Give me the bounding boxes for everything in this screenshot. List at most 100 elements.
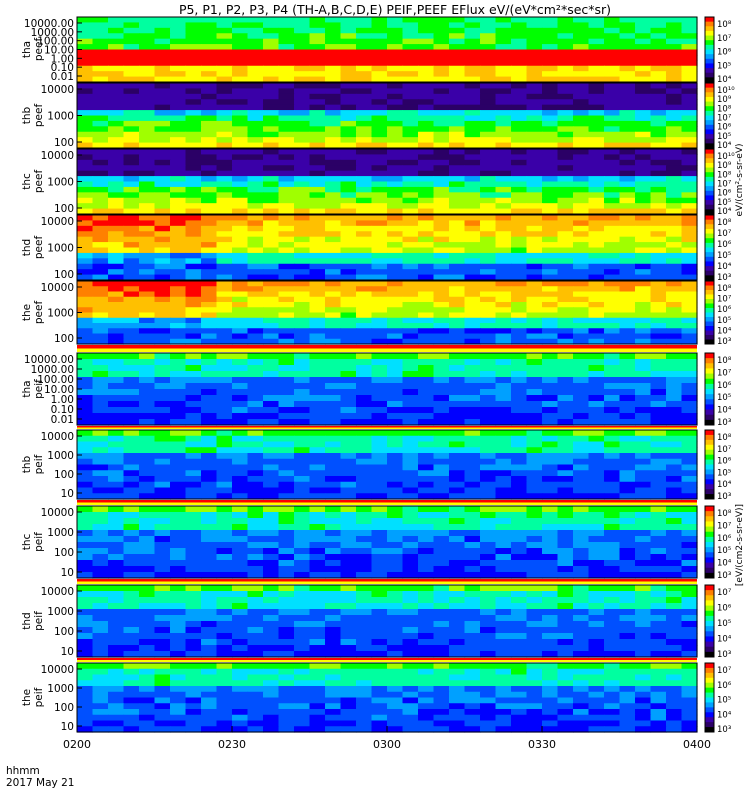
- heatmap-cell: [123, 192, 140, 199]
- heatmap-cell: [247, 323, 264, 329]
- heatmap-cell: [619, 225, 636, 232]
- heatmap-cell: [604, 603, 621, 610]
- heatmap-cell: [139, 615, 156, 622]
- heatmap-cell: [604, 530, 621, 537]
- heatmap-cell: [216, 691, 233, 699]
- heatmap-cell: [495, 603, 512, 610]
- heatmap-cell: [573, 38, 590, 45]
- heatmap-cell: [263, 291, 280, 298]
- heatmap-cell: [139, 176, 156, 183]
- heatmap-cell: [201, 170, 218, 177]
- heatmap-cell: [604, 365, 621, 372]
- heatmap-cell: [154, 258, 171, 265]
- heatmap-cell: [232, 115, 249, 122]
- heatmap-cell: [402, 365, 419, 372]
- heatmap-cell: [278, 263, 295, 270]
- heatmap-cell: [77, 512, 94, 519]
- heatmap-cell: [464, 281, 481, 287]
- heatmap-cell: [77, 154, 94, 161]
- heatmap-cell: [433, 104, 450, 111]
- heatmap-cell: [542, 263, 559, 270]
- heatmap-cell: [433, 93, 450, 100]
- heatmap-cell: [480, 441, 497, 448]
- heatmap-cell: [619, 33, 636, 40]
- heatmap-cell: [371, 645, 388, 652]
- heatmap-cell: [263, 176, 280, 183]
- heatmap-cell: [154, 530, 171, 537]
- heatmap-cell: [232, 142, 249, 149]
- heatmap-cell: [216, 242, 233, 249]
- heatmap-cell: [557, 413, 574, 420]
- heatmap-cell: [123, 407, 140, 414]
- heatmap-cell: [309, 530, 326, 537]
- heatmap-cell: [480, 115, 497, 122]
- heatmap-cell: [511, 44, 528, 51]
- heatmap-cell: [635, 487, 652, 494]
- heatmap-cell: [635, 159, 652, 166]
- heatmap-cell: [371, 697, 388, 704]
- heatmap-cell: [650, 615, 667, 622]
- heatmap-cell: [480, 49, 497, 56]
- heatmap-cell: [154, 560, 171, 567]
- heatmap-cell: [340, 44, 357, 51]
- heatmap-cell: [402, 137, 419, 144]
- heatmap-cell: [604, 668, 621, 676]
- colorbar-segment: [705, 636, 714, 643]
- heatmap-cell: [371, 554, 388, 561]
- heatmap-cell: [387, 296, 404, 303]
- heatmap-cell: [418, 296, 435, 303]
- heatmap-cell: [232, 49, 249, 56]
- heatmap-cell: [77, 242, 94, 249]
- heatmap-cell: [325, 615, 342, 622]
- heatmap-cell: [418, 281, 435, 287]
- heatmap-cell: [666, 333, 683, 340]
- heatmap-cell: [449, 333, 466, 340]
- heatmap-cell: [309, 208, 326, 215]
- heatmap-cell: [309, 464, 326, 471]
- heatmap-cell: [573, 691, 590, 699]
- heatmap-cell: [108, 149, 125, 156]
- heatmap-cell: [650, 220, 667, 227]
- heatmap-cell: [232, 353, 249, 360]
- heatmap-cell: [92, 419, 109, 426]
- heatmap-cell: [154, 663, 171, 670]
- heatmap-cell: [170, 401, 187, 408]
- heatmap-cell: [619, 247, 636, 254]
- heatmap-cell: [325, 703, 342, 710]
- heatmap-cell: [139, 639, 156, 646]
- heatmap-cell: [216, 176, 233, 183]
- heatmap-cell: [480, 181, 497, 188]
- heatmap-cell: [92, 441, 109, 448]
- heatmap-cell: [263, 542, 280, 549]
- heatmap-cell: [92, 470, 109, 477]
- heatmap-cell: [278, 585, 295, 592]
- heatmap-cell: [681, 566, 698, 573]
- heatmap-cell: [650, 487, 667, 494]
- heatmap-cell: [418, 458, 435, 466]
- heatmap-cell: [185, 621, 202, 628]
- heatmap-cell: [216, 441, 233, 448]
- heatmap-cell: [418, 621, 435, 628]
- heatmap-cell: [154, 83, 171, 90]
- heatmap-cell: [433, 560, 450, 567]
- heatmap-cell: [108, 554, 125, 561]
- heatmap-cell: [542, 252, 559, 259]
- heatmap-cell: [232, 312, 249, 319]
- heatmap-cell: [573, 453, 590, 460]
- heatmap-cell: [325, 395, 342, 402]
- heatmap-cell: [185, 591, 202, 598]
- heatmap-cell: [542, 506, 559, 513]
- heatmap-cell: [402, 413, 419, 420]
- heatmap-cell: [449, 542, 466, 549]
- heatmap-cell: [433, 242, 450, 249]
- heatmap-cell: [294, 453, 311, 460]
- heatmap-cell: [92, 165, 109, 172]
- heatmap-cell: [123, 470, 140, 477]
- heatmap-cell: [92, 512, 109, 519]
- heatmap-cell: [340, 476, 357, 483]
- heatmap-cell: [681, 269, 698, 276]
- heatmap-cell: [480, 131, 497, 138]
- heatmap-cell: [123, 597, 140, 604]
- heatmap-cell: [356, 609, 373, 616]
